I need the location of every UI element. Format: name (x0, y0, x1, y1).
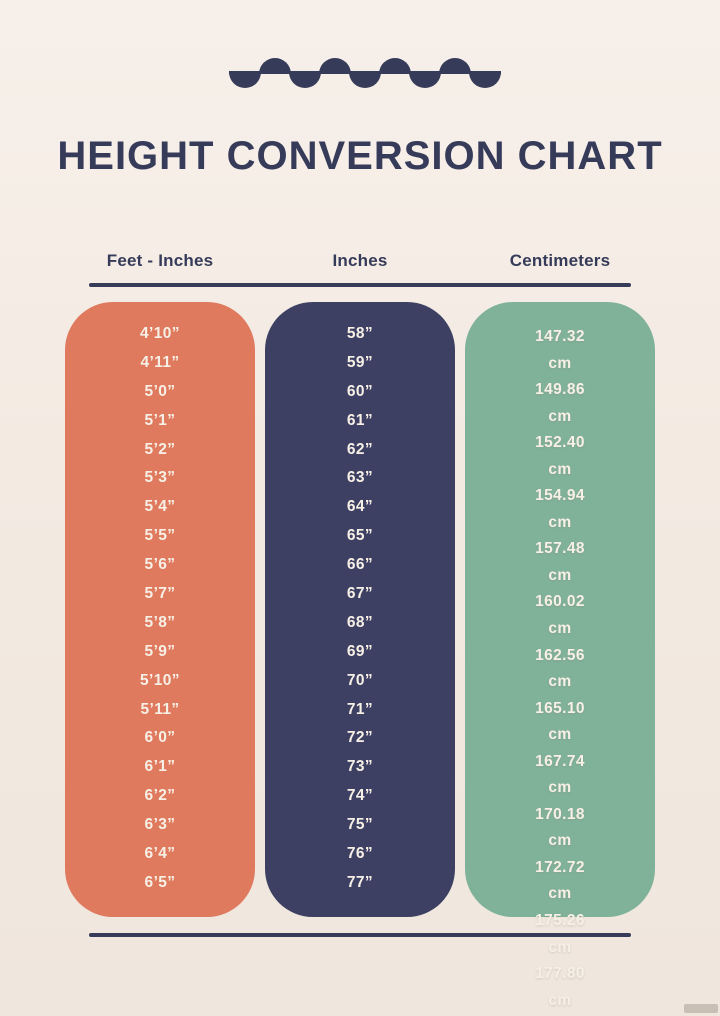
inches-values: 58” 59” 60” 61” 62” 63” 64” 65” 66” 67” 68” 69” 70” 7… (265, 320, 455, 898)
unit-cell: cm (548, 726, 572, 744)
value-cell: 6’5” (144, 873, 176, 891)
value-cell: 172.72 (535, 858, 585, 876)
unit-cell: cm (548, 460, 572, 478)
wave-bump (319, 58, 351, 74)
value-cell: 68” (346, 613, 374, 631)
unit-cell: cm (548, 779, 572, 797)
value-cell: 72” (346, 729, 374, 747)
value-cell: 5’3” (144, 469, 176, 487)
centimeters-values: 147.32 cm 149.86 cm 152.40 cm 154.94 cm 157.48 cm… (465, 324, 655, 1014)
page-title: HEIGHT CONVERSION CHART (57, 134, 663, 178)
value-cell: 165.10 (535, 699, 585, 717)
value-cell: 149.86 (535, 381, 585, 399)
value-cell: 5’8” (144, 613, 176, 631)
wave-bump (229, 72, 261, 88)
unit-cell: cm (548, 885, 572, 903)
value-cell: 77” (346, 873, 374, 891)
column-header-feet-inches: Feet - Inches (106, 251, 214, 270)
value-cell: 63” (346, 469, 374, 487)
wave-bump (349, 72, 381, 88)
inches-column-pill (265, 302, 455, 917)
wave-bump (379, 58, 411, 74)
unit-cell: cm (548, 513, 572, 531)
value-cell: 157.48 (535, 540, 585, 558)
wave-bump (409, 72, 441, 88)
value-cell: 73” (346, 758, 374, 776)
column-header-centimeters: Centimeters (509, 251, 611, 270)
header-divider-rule (89, 283, 631, 287)
value-cell: 60” (346, 382, 374, 400)
value-cell: 4’10” (140, 325, 180, 342)
value-cell: 5’5” (144, 527, 176, 545)
feet-inches-values: 4’10” 4’11” 5’0” 5’1” 5’2” 5’3” 5’4” 5’5” 5’6” 5’… (65, 320, 255, 898)
column-headers: Feet - Inches Inches Centimeters (60, 251, 660, 271)
value-cell: 70” (346, 671, 374, 689)
unit-cell: cm (548, 354, 572, 372)
unit-cell: cm (548, 938, 572, 956)
feet-inches-column-pill (65, 302, 255, 917)
value-cell: 5’6” (144, 556, 176, 574)
unit-cell: cm (548, 991, 572, 1009)
wave-bump (259, 58, 291, 74)
value-cell: 66” (346, 556, 374, 574)
value-cell: 147.32 (535, 328, 585, 345)
value-cell: 5’9” (144, 642, 176, 660)
value-cell: 170.18 (535, 805, 585, 823)
value-cell: 162.56 (535, 646, 585, 664)
value-cell: 167.74 (535, 752, 585, 770)
wave-bump (469, 72, 501, 88)
unit-cell: cm (548, 407, 572, 425)
watermark (684, 1004, 718, 1013)
value-cell: 65” (346, 527, 374, 545)
value-cell: 5’4” (144, 498, 176, 516)
value-cell: 5’1” (144, 411, 176, 429)
wave-bump (289, 72, 321, 88)
wave-divider-ornament (229, 58, 501, 89)
value-cell: 5’10” (140, 671, 180, 689)
value-cell: 5’2” (144, 440, 176, 458)
value-cell: 5’7” (144, 585, 176, 603)
value-cell: 74” (346, 787, 374, 805)
value-cell: 6’4” (144, 845, 176, 863)
value-cell: 160.02 (535, 593, 585, 611)
unit-cell: cm (548, 832, 572, 850)
value-cell: 64” (346, 498, 374, 516)
value-cell: 177.80 (535, 965, 585, 983)
value-cell: 175.26 (535, 912, 585, 930)
value-cell: 59” (346, 353, 374, 371)
value-cell: 6’2” (144, 787, 176, 805)
unit-cell: cm (548, 620, 572, 638)
value-cell: 71” (346, 700, 374, 718)
footer-divider-rule (89, 933, 631, 937)
value-cell: 61” (346, 411, 374, 429)
value-cell: 62” (346, 440, 374, 458)
value-cell: 152.40 (535, 434, 585, 452)
unit-cell: cm (548, 673, 572, 691)
value-cell: 5’0” (144, 382, 176, 400)
value-cell: 58” (346, 325, 374, 342)
value-cell: 6’1” (144, 758, 176, 776)
value-cell: 6’0” (144, 729, 176, 747)
unit-cell: cm (548, 566, 572, 584)
value-cell: 154.94 (535, 487, 585, 505)
column-header-inches: Inches (332, 251, 388, 270)
value-cell: 6’3” (144, 816, 176, 834)
value-cell: 76” (346, 845, 374, 863)
value-cell: 4’11” (140, 353, 180, 371)
centimeters-column-pill (465, 302, 655, 917)
value-cell: 67” (346, 585, 374, 603)
value-cell: 69” (346, 642, 374, 660)
wave-bump (439, 58, 471, 74)
value-cell: 75” (346, 816, 374, 834)
value-cell: 5’11” (140, 700, 180, 718)
